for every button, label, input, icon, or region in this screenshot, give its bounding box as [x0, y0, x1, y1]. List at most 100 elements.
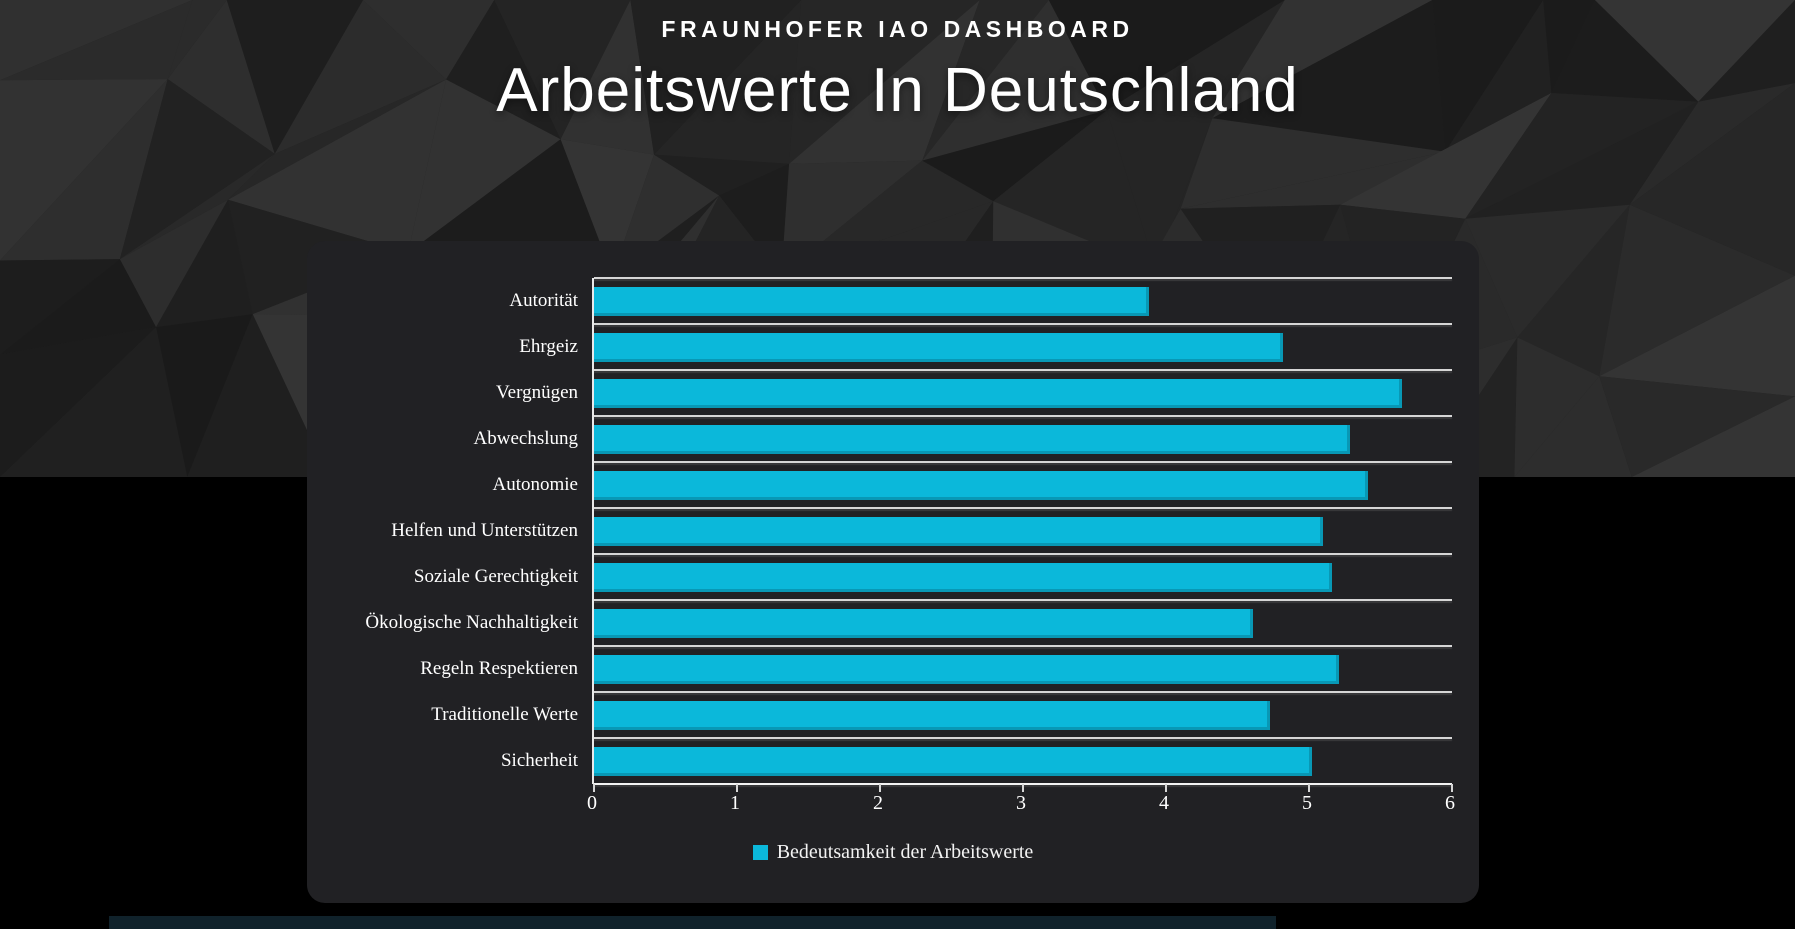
- x-axis-labels: 0 1 2 3 4 5 6: [587, 792, 1455, 820]
- chart-legend[interactable]: Bedeutsamkeit der Arbeitswerte: [307, 839, 1479, 865]
- texture-facet: [573, 195, 720, 369]
- texture-facet: [922, 0, 1107, 161]
- texture-facet: [1517, 204, 1630, 377]
- texture-facet: [408, 79, 561, 253]
- category-label: Autonomie: [492, 474, 579, 495]
- gridline: [594, 369, 1452, 371]
- bar-abwechslung[interactable]: [594, 424, 1351, 454]
- texture-facet: [1212, 0, 1446, 152]
- texture-facet: [560, 0, 654, 155]
- gridline: [594, 645, 1452, 647]
- category-label: Regeln Respektieren: [420, 658, 578, 679]
- bar-traditionelle-werte[interactable]: [594, 700, 1271, 730]
- texture-facet: [1180, 118, 1446, 209]
- texture-facet: [274, 0, 447, 154]
- texture-facet: [1106, 110, 1213, 269]
- texture-facet: [1180, 151, 1446, 209]
- texture-facet: [119, 79, 275, 260]
- x-tick-mark: [1451, 784, 1453, 792]
- bar-soziale-gerechtigkeit[interactable]: [594, 562, 1332, 592]
- chart-card: Autorität Ehrgeiz Vergnügen Abwechslung Auto…: [307, 241, 1479, 903]
- texture-facet: [654, 0, 802, 164]
- texture-facet: [1599, 204, 1795, 377]
- x-tick-label: 1: [729, 792, 740, 814]
- texture-facet: [1432, 0, 1544, 152]
- category-label: Ökologische Nachhaltigkeit: [365, 612, 578, 633]
- bar-vergnügen[interactable]: [594, 378, 1402, 408]
- x-tick-mark: [1022, 784, 1024, 792]
- texture-facet: [1514, 376, 1632, 477]
- category-label: Helfen und Unterstützen: [391, 520, 578, 541]
- bar-helfen-und-unterstützen[interactable]: [594, 516, 1324, 546]
- bar-ehrgeiz[interactable]: [594, 332, 1284, 362]
- texture-facet: [187, 314, 329, 477]
- category-label: Autorität: [509, 290, 578, 311]
- texture-facet: [630, 0, 802, 155]
- x-tick-label: 6: [1445, 792, 1455, 814]
- bar-autorität[interactable]: [594, 286, 1149, 316]
- gridline: [594, 599, 1452, 601]
- footer-strip: [109, 916, 1276, 929]
- category-label: Abwechslung: [473, 428, 578, 449]
- texture-facet: [1698, 0, 1795, 102]
- texture-facet: [922, 0, 1049, 161]
- x-tick-label: 4: [1158, 792, 1169, 814]
- gridline: [594, 415, 1452, 417]
- texture-facet: [1599, 376, 1795, 477]
- x-tick-mark: [878, 784, 881, 792]
- gridline: [594, 323, 1452, 325]
- texture-facet: [1465, 101, 1699, 219]
- texture-facet: [226, 0, 364, 154]
- texture-facet: [922, 110, 1107, 202]
- x-tick-mark: [1308, 784, 1310, 792]
- y-axis-labels: Autorität Ehrgeiz Vergnügen Abwechslung Auto…: [307, 278, 578, 784]
- bar-sicherheit[interactable]: [594, 746, 1312, 776]
- texture-facet: [0, 79, 168, 261]
- gridline: [594, 553, 1452, 555]
- texture-facet: [789, 0, 980, 164]
- x-tick-label: 5: [1302, 792, 1312, 814]
- texture-facet: [363, 0, 495, 80]
- legend-label: Bedeutsamkeit der Arbeitswerte: [776, 840, 1034, 863]
- texture-facet: [1445, 0, 1552, 152]
- plot-area: [592, 277, 1453, 792]
- texture-facet: [156, 199, 253, 328]
- texture-facet: [1465, 204, 1630, 338]
- texture-facet: [1514, 337, 1600, 477]
- texture-facet: [1212, 0, 1433, 119]
- texture-facet: [1106, 0, 1285, 119]
- texture-facet: [167, 0, 275, 154]
- x-tick-mark: [735, 784, 738, 792]
- x-tick-mark: [593, 784, 595, 792]
- x-tick-label: 2: [872, 792, 883, 814]
- bar-regeln-respektieren[interactable]: [594, 654, 1340, 684]
- category-label: Traditionelle Werte: [431, 704, 578, 725]
- dashboard-kicker: FRAUNHOFER IAO DASHBOARD: [661, 16, 1134, 42]
- bar-autonomie[interactable]: [594, 470, 1368, 500]
- texture-facet: [228, 79, 447, 253]
- texture-facet: [494, 0, 631, 140]
- texture-facet: [789, 0, 980, 164]
- gridline: [594, 461, 1452, 463]
- gridline: [594, 507, 1452, 509]
- gridline: [594, 737, 1452, 739]
- texture-facet: [1048, 0, 1285, 111]
- texture-facet: [1594, 0, 1795, 102]
- texture-facet: [560, 139, 654, 275]
- texture-facet: [0, 79, 168, 261]
- x-tick-label: 3: [1016, 792, 1026, 814]
- category-label: Vergnügen: [496, 382, 578, 403]
- texture-facet: [156, 314, 253, 477]
- x-tick-label: 0: [587, 792, 597, 814]
- texture-facet: [1599, 275, 1795, 397]
- texture-facet: [993, 110, 1156, 269]
- category-label: Soziale Gerechtigkeit: [413, 566, 578, 587]
- bar-ökologische-nachhaltigkeit[interactable]: [594, 608, 1254, 638]
- texture-facet: [1631, 396, 1795, 477]
- texture-facet: [1465, 93, 1699, 219]
- texture-facet: [0, 327, 157, 477]
- texture-facet: [0, 327, 188, 477]
- category-label: Sicherheit: [500, 750, 578, 771]
- gridline: [594, 691, 1452, 693]
